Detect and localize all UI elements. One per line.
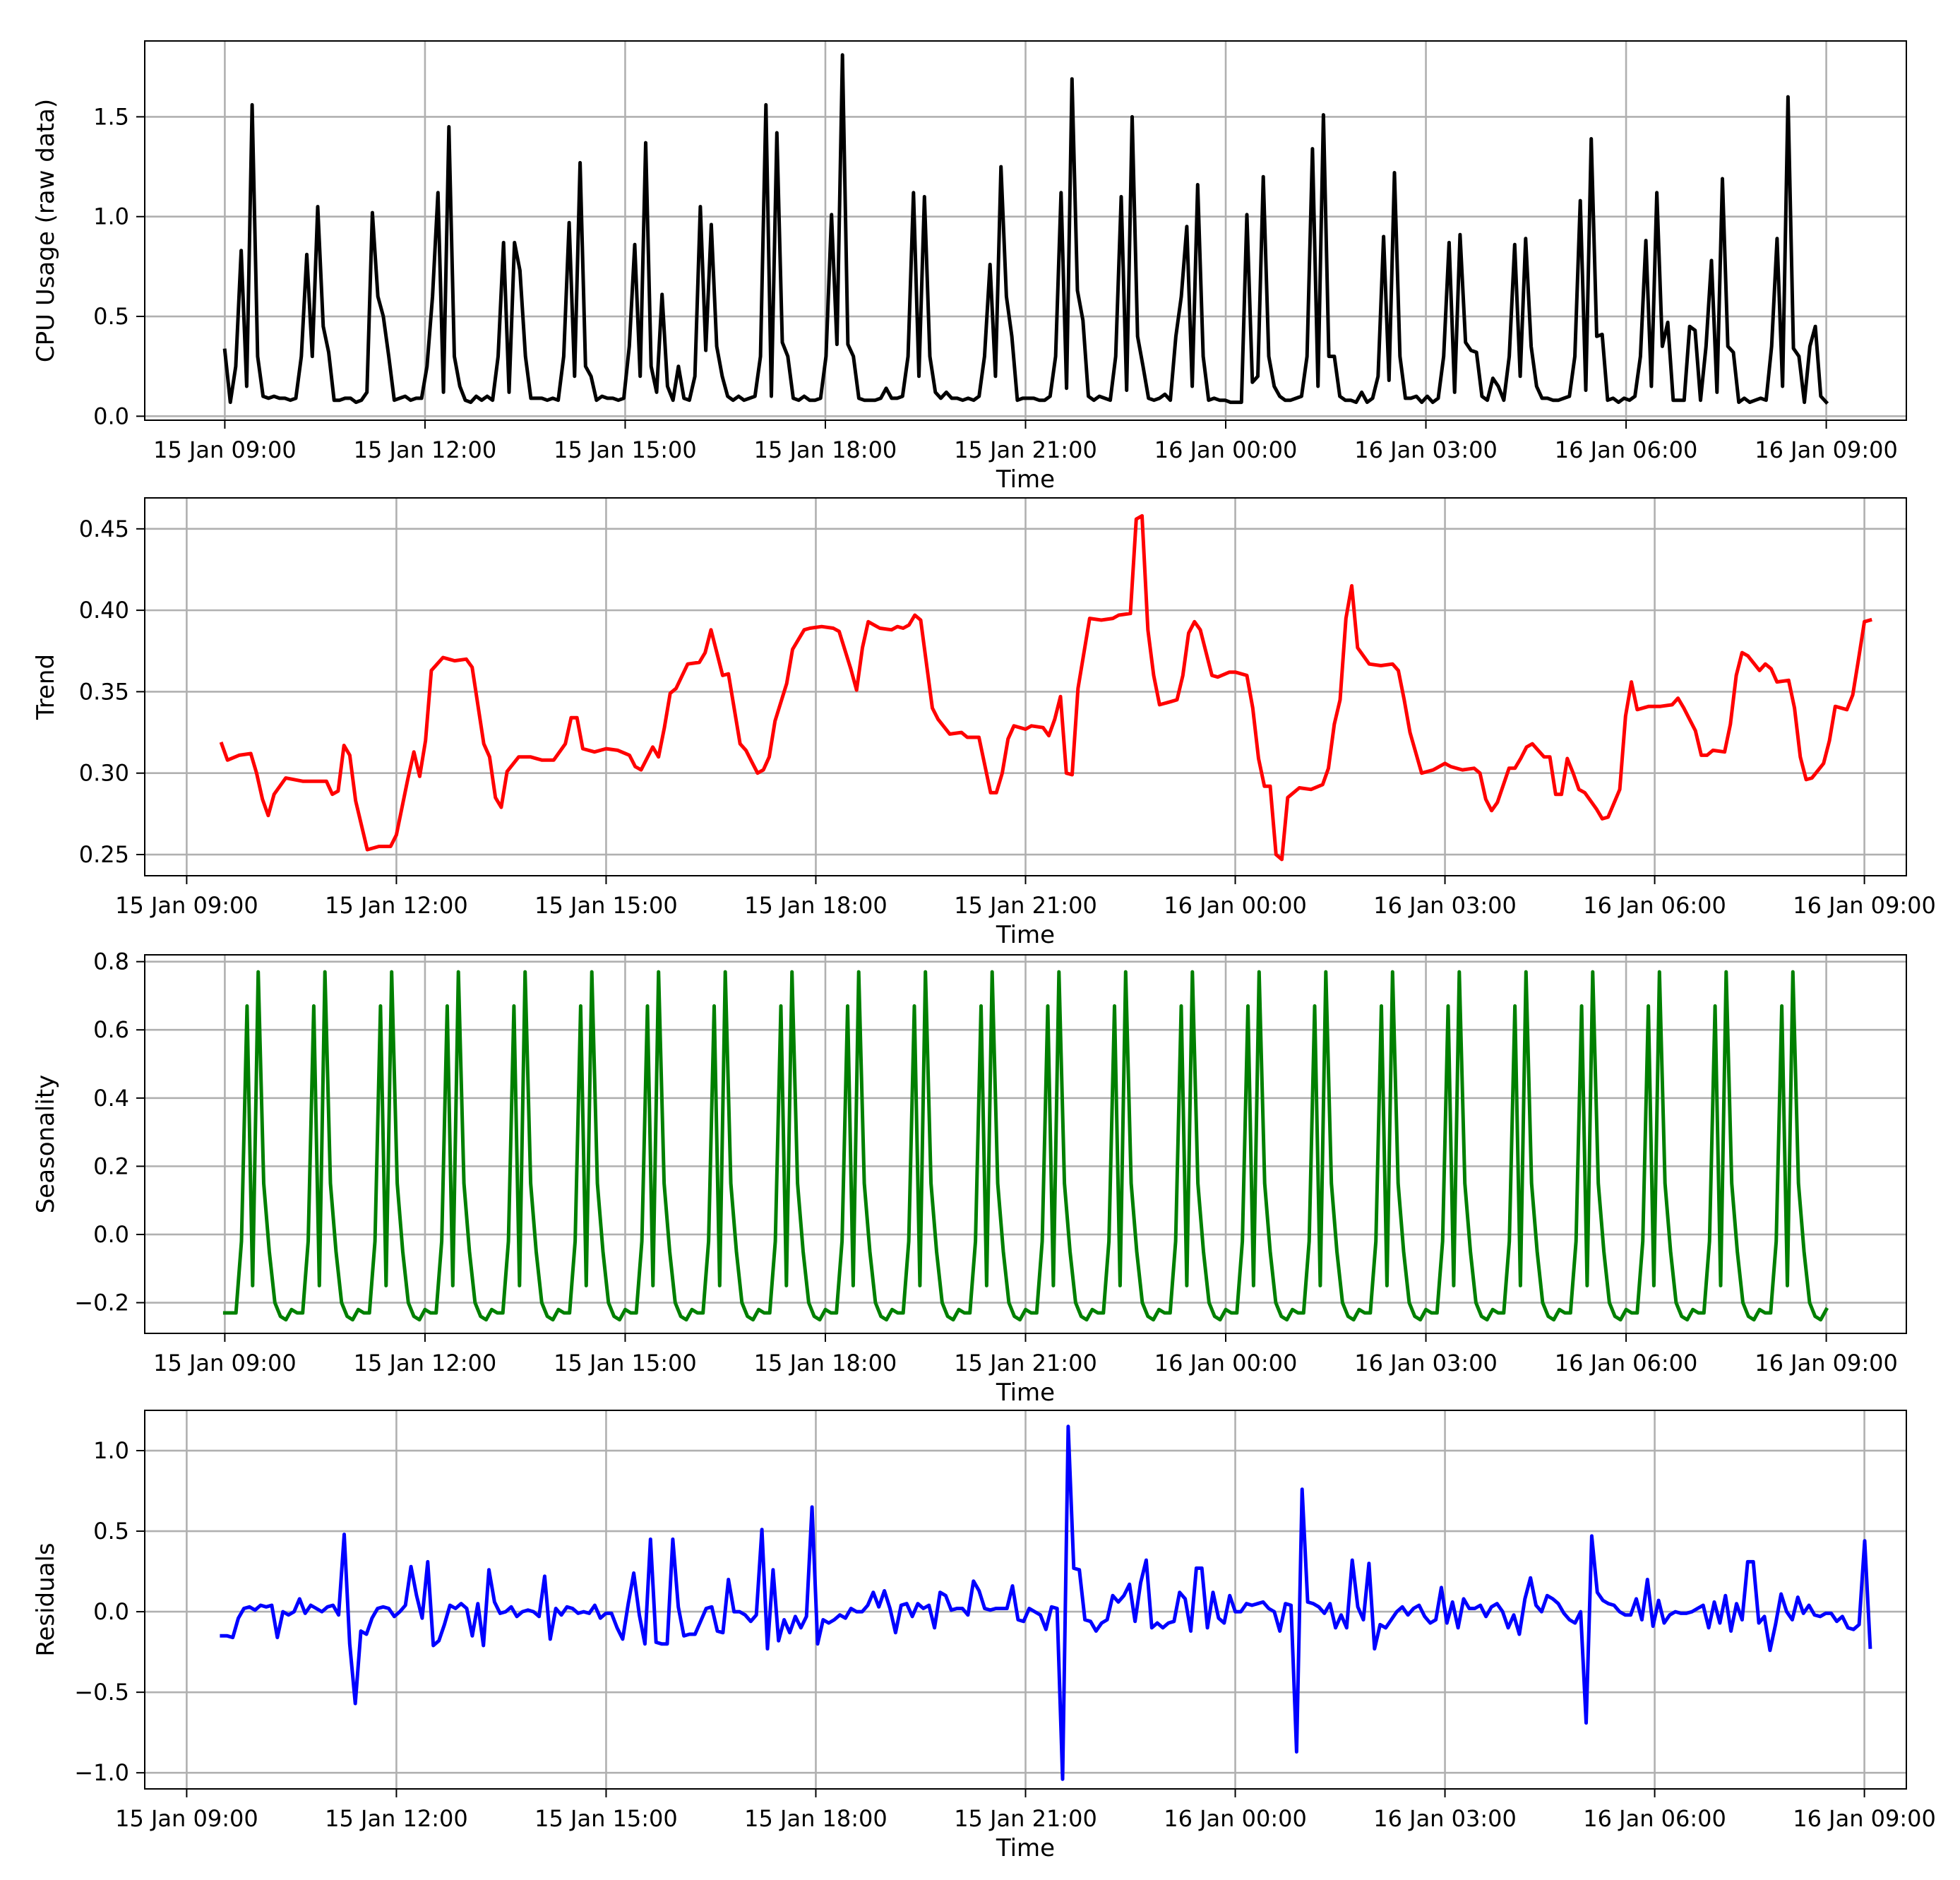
x-tick-label: 15 Jan 09:00 xyxy=(153,436,297,463)
x-tick-label: 16 Jan 03:00 xyxy=(1373,1805,1517,1832)
x-tick-label: 15 Jan 09:00 xyxy=(115,1805,258,1832)
x-tick-label: 15 Jan 15:00 xyxy=(534,1805,678,1832)
x-tick-label: 16 Jan 09:00 xyxy=(1755,1350,1898,1376)
y-tick-label: 1.0 xyxy=(93,203,129,230)
x-tick-label: 16 Jan 06:00 xyxy=(1555,1350,1698,1376)
x-tick-label: 15 Jan 18:00 xyxy=(754,436,897,463)
y-tick-label: 0.4 xyxy=(93,1085,129,1112)
x-tick-label: 15 Jan 12:00 xyxy=(325,892,468,919)
y-tick-label: 0.0 xyxy=(93,403,129,429)
x-tick-label: 15 Jan 09:00 xyxy=(153,1350,297,1376)
residuals-panel: 15 Jan 09:00 15 Jan 12:00 15 Jan 15:00 15 J… xyxy=(32,1410,1936,1862)
trend-series-line xyxy=(219,513,1872,862)
y-tick-label: 0.45 xyxy=(79,516,129,542)
x-axis-label: Time xyxy=(996,1379,1055,1407)
x-tick-label: 16 Jan 06:00 xyxy=(1583,892,1726,919)
x-axis-label: Time xyxy=(996,1834,1055,1862)
x-tick-label: 16 Jan 06:00 xyxy=(1583,1805,1726,1832)
x-tick-label: 15 Jan 15:00 xyxy=(554,436,697,463)
y-tick-label: 0.35 xyxy=(79,678,129,705)
y-axis-label: Trend xyxy=(32,654,60,720)
trend-panel: 15 Jan 09:00 15 Jan 12:00 15 Jan 15:00 15 J… xyxy=(32,497,1936,949)
x-tick-label: 16 Jan 03:00 xyxy=(1354,1350,1498,1376)
x-tick-label: 16 Jan 03:00 xyxy=(1354,436,1498,463)
y-tick-label: 0.40 xyxy=(79,597,129,624)
x-tick-label: 16 Jan 09:00 xyxy=(1755,436,1898,463)
x-tick-label: 15 Jan 18:00 xyxy=(744,892,888,919)
y-axis-label: Seasonality xyxy=(32,1075,60,1214)
raw-series-line xyxy=(222,53,1829,405)
y-tick-label: 0.5 xyxy=(93,1518,129,1545)
y-tick-label: 0.5 xyxy=(93,303,129,330)
x-tick-label: 16 Jan 00:00 xyxy=(1154,436,1298,463)
x-axis-label: Time xyxy=(996,465,1055,494)
x-tick-label: 16 Jan 03:00 xyxy=(1373,892,1517,919)
x-tick-label: 16 Jan 00:00 xyxy=(1164,1805,1307,1832)
y-axis-label: CPU Usage (raw data) xyxy=(32,99,60,362)
y-tick-label: −0.2 xyxy=(74,1290,129,1316)
x-tick-label: 16 Jan 09:00 xyxy=(1793,1805,1936,1832)
seasonality-panel: 15 Jan 09:00 15 Jan 12:00 15 Jan 15:00 15 J… xyxy=(32,948,1907,1407)
x-tick-label: 16 Jan 09:00 xyxy=(1793,892,1936,919)
y-tick-label: 1.5 xyxy=(93,103,129,130)
y-tick-label: 0.2 xyxy=(93,1153,129,1179)
y-tick-label: 0.6 xyxy=(93,1016,129,1043)
x-tick-label: 15 Jan 21:00 xyxy=(954,1350,1097,1376)
x-tick-label: 15 Jan 12:00 xyxy=(325,1805,468,1832)
x-tick-label: 15 Jan 21:00 xyxy=(954,1805,1097,1832)
y-tick-label: 0.25 xyxy=(79,841,129,868)
x-tick-label: 16 Jan 00:00 xyxy=(1154,1350,1298,1376)
y-tick-label: 0.0 xyxy=(93,1598,129,1625)
x-tick-label: 15 Jan 18:00 xyxy=(744,1805,888,1832)
y-tick-label: −0.5 xyxy=(74,1679,129,1706)
x-axis-label: Time xyxy=(996,921,1055,949)
raw-panel: 15 Jan 09:00 15 Jan 12:00 15 Jan 15:00 15 J… xyxy=(32,40,1907,494)
x-tick-label: 16 Jan 00:00 xyxy=(1164,892,1307,919)
x-tick-label: 15 Jan 12:00 xyxy=(354,1350,497,1376)
x-tick-label: 16 Jan 06:00 xyxy=(1555,436,1698,463)
y-tick-label: 1.0 xyxy=(93,1437,129,1464)
x-tick-label: 15 Jan 15:00 xyxy=(554,1350,697,1376)
y-tick-label: 0.8 xyxy=(93,948,129,975)
residuals-series-line xyxy=(220,1424,1872,1781)
x-tick-label: 15 Jan 21:00 xyxy=(954,436,1097,463)
y-axis-label: Residuals xyxy=(32,1542,60,1656)
y-tick-label: 0.0 xyxy=(93,1221,129,1248)
x-tick-label: 15 Jan 12:00 xyxy=(354,436,497,463)
x-tick-label: 15 Jan 21:00 xyxy=(954,892,1097,919)
x-tick-label: 15 Jan 15:00 xyxy=(534,892,678,919)
seasonality-series-line xyxy=(222,970,1829,1322)
y-tick-label: 0.30 xyxy=(79,760,129,787)
x-tick-label: 15 Jan 09:00 xyxy=(115,892,258,919)
y-tick-label: −1.0 xyxy=(74,1759,129,1786)
x-tick-label: 15 Jan 18:00 xyxy=(754,1350,897,1376)
